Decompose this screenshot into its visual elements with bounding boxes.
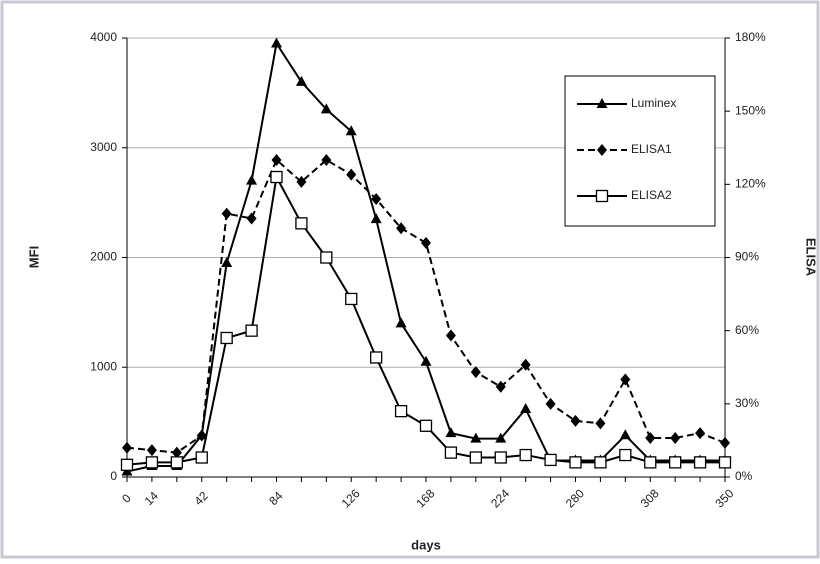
marker — [597, 144, 607, 156]
marker — [469, 451, 482, 464]
x-axis-title: days — [411, 537, 441, 552]
marker — [271, 153, 282, 166]
marker — [395, 317, 407, 328]
marker — [419, 419, 433, 432]
marker — [145, 456, 159, 469]
marker — [270, 170, 283, 184]
marker — [445, 329, 456, 342]
marker — [619, 448, 632, 462]
marker — [246, 212, 257, 225]
y2-tick-label: 120% — [735, 177, 766, 191]
marker — [445, 427, 457, 438]
marker — [370, 351, 383, 364]
marker — [120, 458, 134, 471]
marker — [718, 456, 732, 469]
y-tick-label: 0 — [110, 469, 117, 483]
marker — [396, 222, 407, 235]
marker — [594, 456, 607, 469]
marker — [570, 414, 581, 427]
marker — [221, 207, 232, 220]
legend-label: ELISA1 — [631, 142, 672, 156]
marker — [246, 174, 258, 185]
marker — [545, 397, 556, 410]
marker — [371, 192, 382, 205]
marker — [271, 37, 282, 48]
marker — [619, 429, 631, 440]
legend-label: ELISA2 — [631, 188, 672, 202]
marker — [569, 456, 582, 469]
marker — [644, 456, 657, 469]
marker — [420, 355, 432, 366]
y2-tick-label: 180% — [735, 30, 766, 44]
y-tick-label: 1000 — [90, 359, 117, 373]
y2-tick-label: 60% — [735, 323, 759, 337]
marker — [320, 103, 332, 114]
marker — [693, 456, 707, 469]
marker — [620, 373, 631, 386]
marker — [195, 451, 208, 464]
marker — [221, 256, 233, 267]
marker — [695, 427, 706, 440]
marker — [544, 453, 557, 467]
marker — [720, 436, 730, 449]
y-tick-label: 4000 — [90, 30, 117, 44]
marker — [171, 446, 182, 459]
marker — [345, 292, 358, 306]
y2-tick-label: 150% — [735, 103, 766, 117]
legend-label: Luminex — [631, 96, 676, 110]
marker — [470, 366, 481, 379]
marker — [520, 358, 531, 371]
marker — [346, 168, 357, 181]
marker — [122, 441, 132, 454]
marker — [520, 402, 532, 413]
marker — [444, 446, 458, 459]
marker — [321, 153, 332, 166]
marker — [345, 125, 357, 136]
series — [120, 170, 732, 471]
y-tick-label: 2000 — [90, 250, 117, 264]
legend: Luminex ELISA1 ELISA2 — [564, 75, 716, 227]
marker — [645, 431, 656, 444]
marker — [670, 431, 681, 444]
marker — [296, 175, 307, 188]
marker — [596, 98, 608, 108]
marker — [394, 404, 408, 418]
marker — [295, 75, 307, 86]
marker — [320, 251, 333, 264]
y2-axis-title: ELISA — [804, 238, 819, 277]
y2-tick-label: 0% — [735, 469, 753, 483]
marker — [146, 444, 157, 457]
marker — [170, 456, 183, 469]
marker — [519, 448, 532, 462]
marker — [245, 324, 258, 337]
marker — [595, 417, 606, 430]
marker — [669, 456, 682, 469]
y2-tick-label: 30% — [735, 396, 759, 410]
marker — [595, 189, 609, 203]
marker — [196, 429, 207, 442]
y-axis-title: MFI — [26, 246, 41, 268]
marker — [495, 432, 507, 443]
marker — [421, 236, 431, 249]
marker — [494, 451, 507, 464]
marker — [295, 217, 308, 230]
marker — [470, 432, 482, 443]
series — [122, 153, 730, 459]
y-tick-label: 3000 — [90, 140, 117, 154]
marker — [220, 331, 233, 345]
marker — [495, 380, 506, 393]
y2-tick-label: 90% — [735, 250, 759, 264]
marker — [370, 213, 382, 224]
